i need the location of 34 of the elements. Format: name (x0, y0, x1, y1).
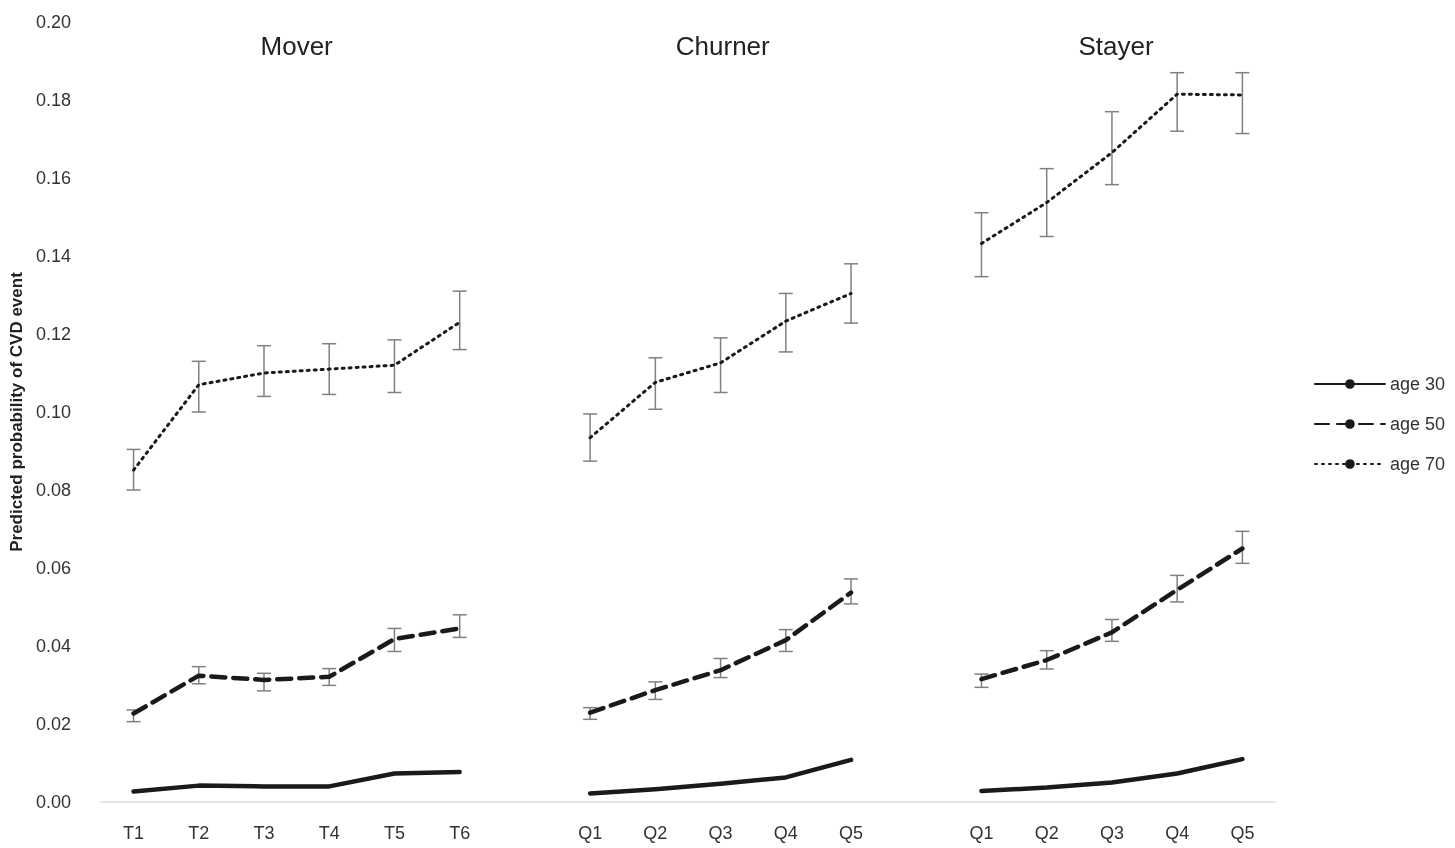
y-tick-label: 0.16 (35, 168, 71, 188)
y-axis-title: Predicted probability of CVD event (7, 271, 26, 552)
x-tick-label: T6 (449, 823, 471, 843)
legend-label: age 70 (1389, 454, 1446, 474)
y-tick-label: 0.20 (35, 12, 71, 32)
annotation: Stayer (1078, 31, 1155, 61)
x-tick-label: Q4 (1165, 823, 1190, 843)
x-tick-label: Q4 (773, 823, 798, 843)
y-tick-label: 0.04 (35, 636, 71, 656)
y-tick-label: 0.12 (35, 324, 71, 344)
y-tick-label: 0.02 (35, 714, 71, 734)
x-tick-label: Q5 (839, 823, 864, 843)
annotation: Mover (260, 31, 334, 61)
x-tick-label: Q2 (643, 823, 668, 843)
x-tick-label: Q3 (708, 823, 733, 843)
y-tick-label: 0.18 (35, 90, 71, 110)
x-tick-label: T4 (318, 823, 340, 843)
legend-label: age 30 (1389, 374, 1446, 394)
annotation: Churner (675, 31, 771, 61)
x-tick-label: T5 (383, 823, 405, 843)
y-tick-label: 0.14 (35, 246, 71, 266)
y-tick-label: 0.10 (35, 402, 71, 422)
x-tick-label: T3 (253, 823, 275, 843)
x-tick-label: T2 (188, 823, 210, 843)
x-tick-label: T1 (123, 823, 145, 843)
x-tick-label: Q1 (578, 823, 603, 843)
legend-label: age 50 (1389, 414, 1446, 434)
x-tick-label: Q2 (1034, 823, 1059, 843)
y-tick-label: 0.00 (35, 792, 71, 812)
y-tick-label: 0.06 (35, 558, 71, 578)
y-tick-label: 0.08 (35, 480, 71, 500)
x-tick-label: Q3 (1099, 823, 1124, 843)
x-tick-label: Q1 (969, 823, 994, 843)
x-tick-label: Q5 (1230, 823, 1255, 843)
